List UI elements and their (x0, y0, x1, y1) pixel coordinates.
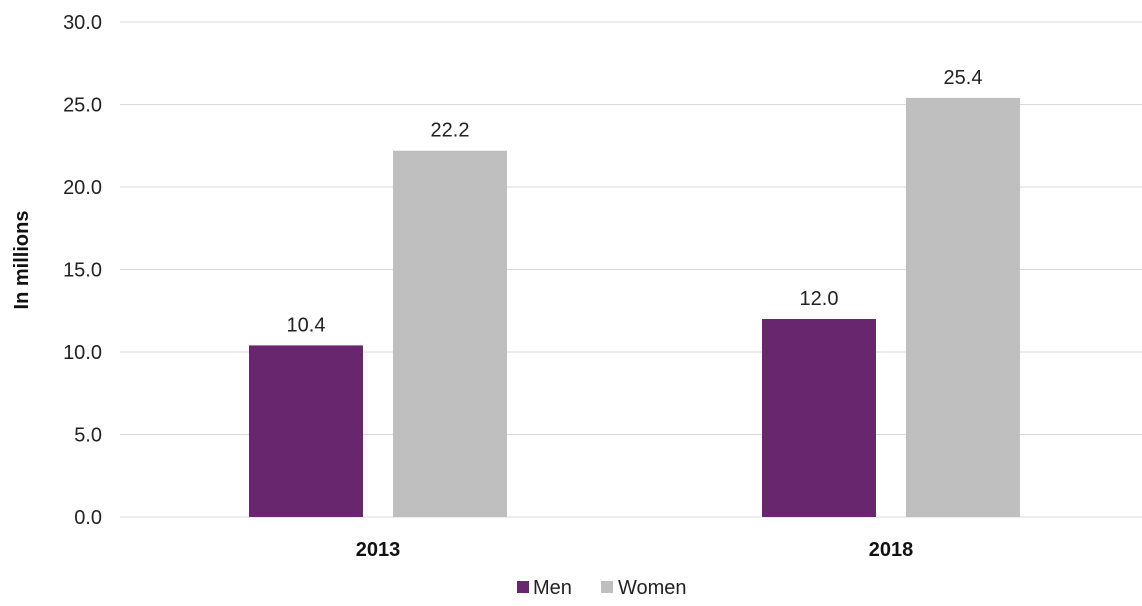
legend-swatch-men (517, 581, 529, 593)
legend-label-men: Men (533, 577, 572, 599)
data-label-men-2013: 10.4 (287, 314, 326, 336)
y-axis-title: In millions (11, 211, 33, 310)
y-tick-label: 5.0 (74, 425, 102, 447)
bar-women-2018 (906, 97, 1020, 518)
y-tick-label: 10.0 (63, 342, 102, 364)
y-tick-label: 0.0 (74, 507, 102, 529)
y-axis-ticks: 0.0 5.0 10.0 15.0 20.0 25.0 30.0 (63, 12, 102, 529)
y-tick-label: 25.0 (63, 95, 102, 117)
y-tick-label: 30.0 (63, 12, 102, 34)
legend-swatch-women (601, 581, 613, 593)
data-labels: 10.4 12.0 22.2 25.4 (287, 67, 983, 336)
bar-men-2013 (249, 345, 363, 517)
legend: Men Women (517, 577, 687, 599)
bar-men-2018 (762, 319, 876, 517)
x-axis-categories: 2013 2018 (356, 539, 914, 561)
y-tick-label: 20.0 (63, 177, 102, 199)
legend-label-women: Women (618, 577, 687, 599)
data-label-women-2018: 25.4 (944, 67, 983, 89)
y-tick-label: 15.0 (63, 260, 102, 282)
data-label-women-2013: 22.2 (431, 120, 470, 142)
bars (249, 97, 1020, 518)
data-label-men-2018: 12.0 (800, 288, 839, 310)
x-category-label: 2018 (869, 539, 914, 561)
bar-women-2013 (393, 150, 507, 517)
x-category-label: 2013 (356, 539, 401, 561)
